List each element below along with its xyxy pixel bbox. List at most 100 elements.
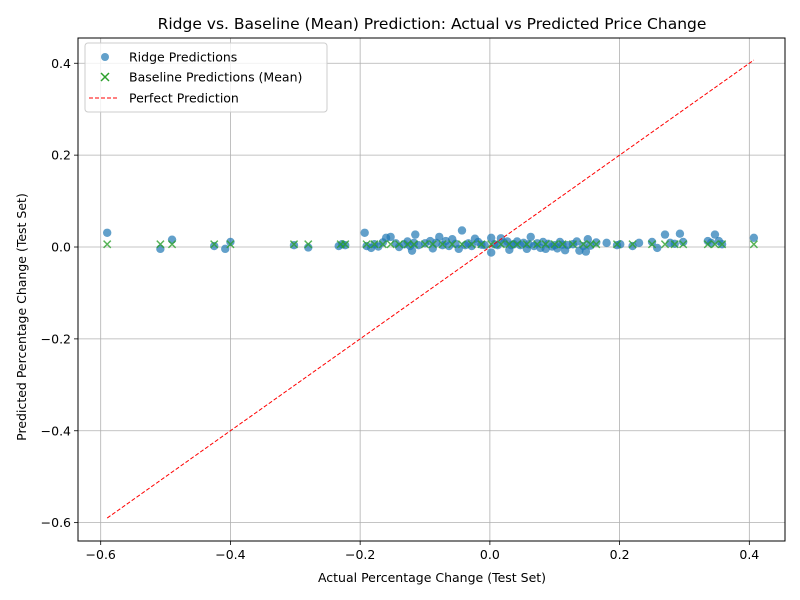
baseline-point [403, 240, 412, 249]
x-tick-label: −0.4 [215, 547, 245, 562]
plot-frame [77, 37, 786, 542]
baseline-point [378, 240, 387, 249]
baseline-point [717, 240, 727, 249]
ridge-point [710, 230, 720, 239]
ridge-point [653, 243, 662, 253]
x-tick-label: −0.2 [345, 547, 375, 562]
baseline-point [647, 240, 657, 249]
x-tick-label: 0.4 [739, 547, 759, 562]
ridge-point [634, 238, 644, 248]
y-tick-label: −0.2 [41, 331, 71, 346]
ridge-point [486, 233, 496, 243]
ridge-point [457, 226, 467, 235]
legend-label-perfect: Perfect Prediction [129, 91, 239, 106]
ridge-point [156, 244, 165, 254]
ridge-point [454, 244, 463, 254]
legend-marker-ridge [101, 53, 109, 61]
baseline-point [386, 240, 395, 249]
y-tick-label: −0.4 [41, 423, 71, 438]
baseline-point [533, 240, 542, 249]
ridge-point [467, 241, 476, 251]
legend-label-ridge: Ridge Predictions [129, 50, 237, 65]
ridge-point [647, 237, 657, 247]
baseline-point [660, 240, 670, 249]
baseline-point [592, 240, 601, 249]
baseline-point [394, 240, 404, 249]
baseline-point [679, 240, 688, 249]
ridge-point [675, 229, 685, 238]
y-tick-label: 0.4 [51, 56, 71, 71]
ridge-point [102, 228, 112, 237]
data-layer [102, 59, 759, 519]
x-tick-label: −0.6 [86, 547, 116, 562]
series-baseline-predictions [103, 240, 758, 249]
baseline-point [226, 240, 235, 249]
x-tick-label: 0.2 [610, 547, 630, 562]
baseline-point [438, 240, 447, 249]
baseline-point [612, 240, 622, 249]
ridge-point [581, 247, 591, 256]
ridge-point [167, 235, 177, 244]
baseline-point [167, 240, 177, 249]
perfect-prediction-line [106, 59, 755, 519]
legend-marker-baseline [100, 72, 110, 82]
legend: Ridge Predictions Baseline Predictions (… [84, 42, 328, 113]
baseline-point [558, 240, 567, 249]
ridge-point [435, 232, 444, 242]
ridge-point [226, 237, 235, 247]
baseline-point [749, 240, 758, 249]
baseline-point [568, 240, 578, 249]
baseline-point [550, 240, 559, 249]
baseline-point [579, 240, 588, 249]
ridge-point [526, 232, 535, 242]
ridge-point [407, 246, 417, 255]
baseline-point [541, 240, 550, 249]
baseline-point [522, 240, 531, 249]
y-axis: −0.6 −0.4 −0.2 0.0 0.2 0.4 [41, 56, 78, 530]
x-axis-label: Actual Percentage Change (Test Set) [318, 570, 546, 585]
ridge-point [678, 237, 688, 247]
y-axis-label: Predicted Percentage Change (Test Set) [14, 193, 29, 441]
ridge-point [602, 238, 611, 248]
y-tick-label: 0.2 [51, 148, 71, 163]
ridge-point [592, 238, 601, 247]
baseline-point [703, 240, 712, 249]
ridge-point [660, 230, 670, 239]
baseline-point [628, 240, 637, 249]
baseline-point [103, 240, 112, 249]
legend-label-baseline: Baseline Predictions (Mean) [129, 70, 302, 85]
baseline-point [448, 240, 457, 249]
ridge-point [210, 241, 219, 251]
legend-box [84, 42, 328, 113]
baseline-point [457, 240, 467, 249]
baseline-point [428, 240, 437, 249]
ridge-point [386, 232, 395, 242]
ridge-point [628, 241, 637, 251]
baseline-point [710, 240, 720, 249]
y-tick-label: −0.6 [41, 515, 71, 530]
baseline-point [496, 240, 506, 249]
baseline-point [341, 240, 350, 249]
y-tick-label: 0.0 [51, 240, 71, 255]
x-axis: −0.6 −0.4 −0.2 0.0 0.2 0.4 [86, 541, 759, 562]
baseline-point [670, 240, 679, 249]
baseline-point [477, 240, 486, 249]
baseline-point [370, 240, 379, 249]
ridge-point [486, 248, 496, 257]
baseline-point [467, 240, 476, 249]
ridge-point [411, 230, 420, 239]
baseline-point [409, 240, 419, 249]
ridge-point [749, 233, 759, 243]
baseline-point [304, 240, 313, 249]
baseline-point [512, 240, 522, 249]
ridge-point [360, 228, 369, 237]
baseline-point [362, 240, 371, 249]
chart-title: Ridge vs. Baseline (Mean) Prediction: Ac… [158, 15, 707, 33]
baseline-point [156, 240, 165, 249]
ridge-point [572, 237, 581, 246]
baseline-point [505, 240, 514, 249]
baseline-point [487, 240, 496, 249]
x-tick-label: 0.0 [480, 547, 500, 562]
baseline-point [210, 240, 219, 249]
